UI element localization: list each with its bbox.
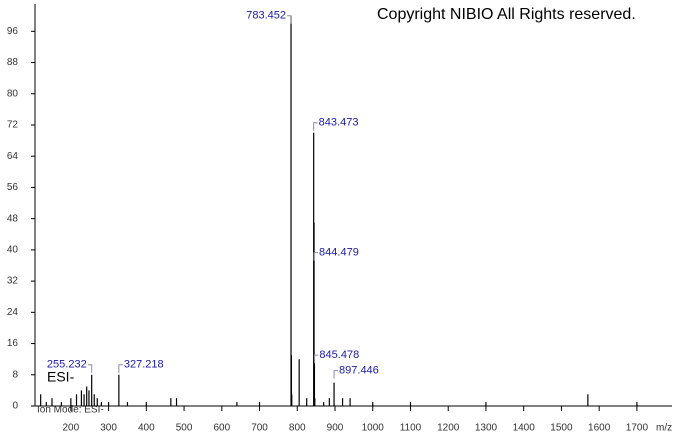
y-tick-label: 64 [7,151,19,162]
x-tick-label: 1400 [513,423,536,434]
y-tick-label: 24 [7,307,19,318]
y-tick-label: 88 [7,57,19,68]
peak-label: 255.232 [47,359,87,371]
y-tick-label: 0 [12,401,18,412]
label-bracket [313,354,319,364]
x-tick-label: 1300 [475,423,498,434]
annotation: ESI- [47,369,75,385]
label-bracket [313,252,319,261]
peak-label: 844.479 [319,246,359,258]
y-tick-label: 56 [7,182,19,193]
peak-label: 897.446 [339,364,379,376]
copyright: Copyright NIBIO All Rights reserved. [377,6,636,23]
x-tick-label: 1500 [550,423,573,434]
x-tick-label: 800 [289,423,306,434]
label-bracket [333,370,339,379]
y-tick-label: 96 [7,26,19,37]
x-tick-label: 1100 [400,423,422,434]
x-tick-label: 700 [251,423,268,434]
y-tick-label: 8 [12,369,18,380]
peak-label: 843.473 [319,117,359,129]
x-tick-label: 600 [213,423,230,434]
x-tick-label: 200 [63,423,80,434]
peak-label: 845.478 [319,349,359,361]
x-tick-label: 1600 [588,423,611,434]
x-axis-label: m/z [656,423,672,434]
x-tick-label: 500 [176,423,193,434]
label-bracket [118,364,123,373]
x-tick-label: 1200 [437,423,460,434]
y-tick-label: 80 [7,88,19,99]
y-tick-label: 72 [7,120,19,131]
x-tick-label: 1000 [362,423,385,434]
x-tick-label: 400 [138,423,155,434]
x-tick-label: 300 [100,423,117,434]
label-bracket [313,122,318,131]
peak-label: 783.452 [246,10,286,22]
x-tick-label: 900 [327,423,344,434]
y-tick-label: 48 [7,213,19,224]
y-tick-label: 16 [7,338,19,349]
peak-label: 327.218 [124,359,164,371]
label-bracket [287,15,292,24]
x-tick-label: 1700 [626,423,649,434]
y-tick-label: 32 [7,276,19,287]
y-tick-label: 40 [7,245,19,256]
label-bracket [87,364,93,373]
